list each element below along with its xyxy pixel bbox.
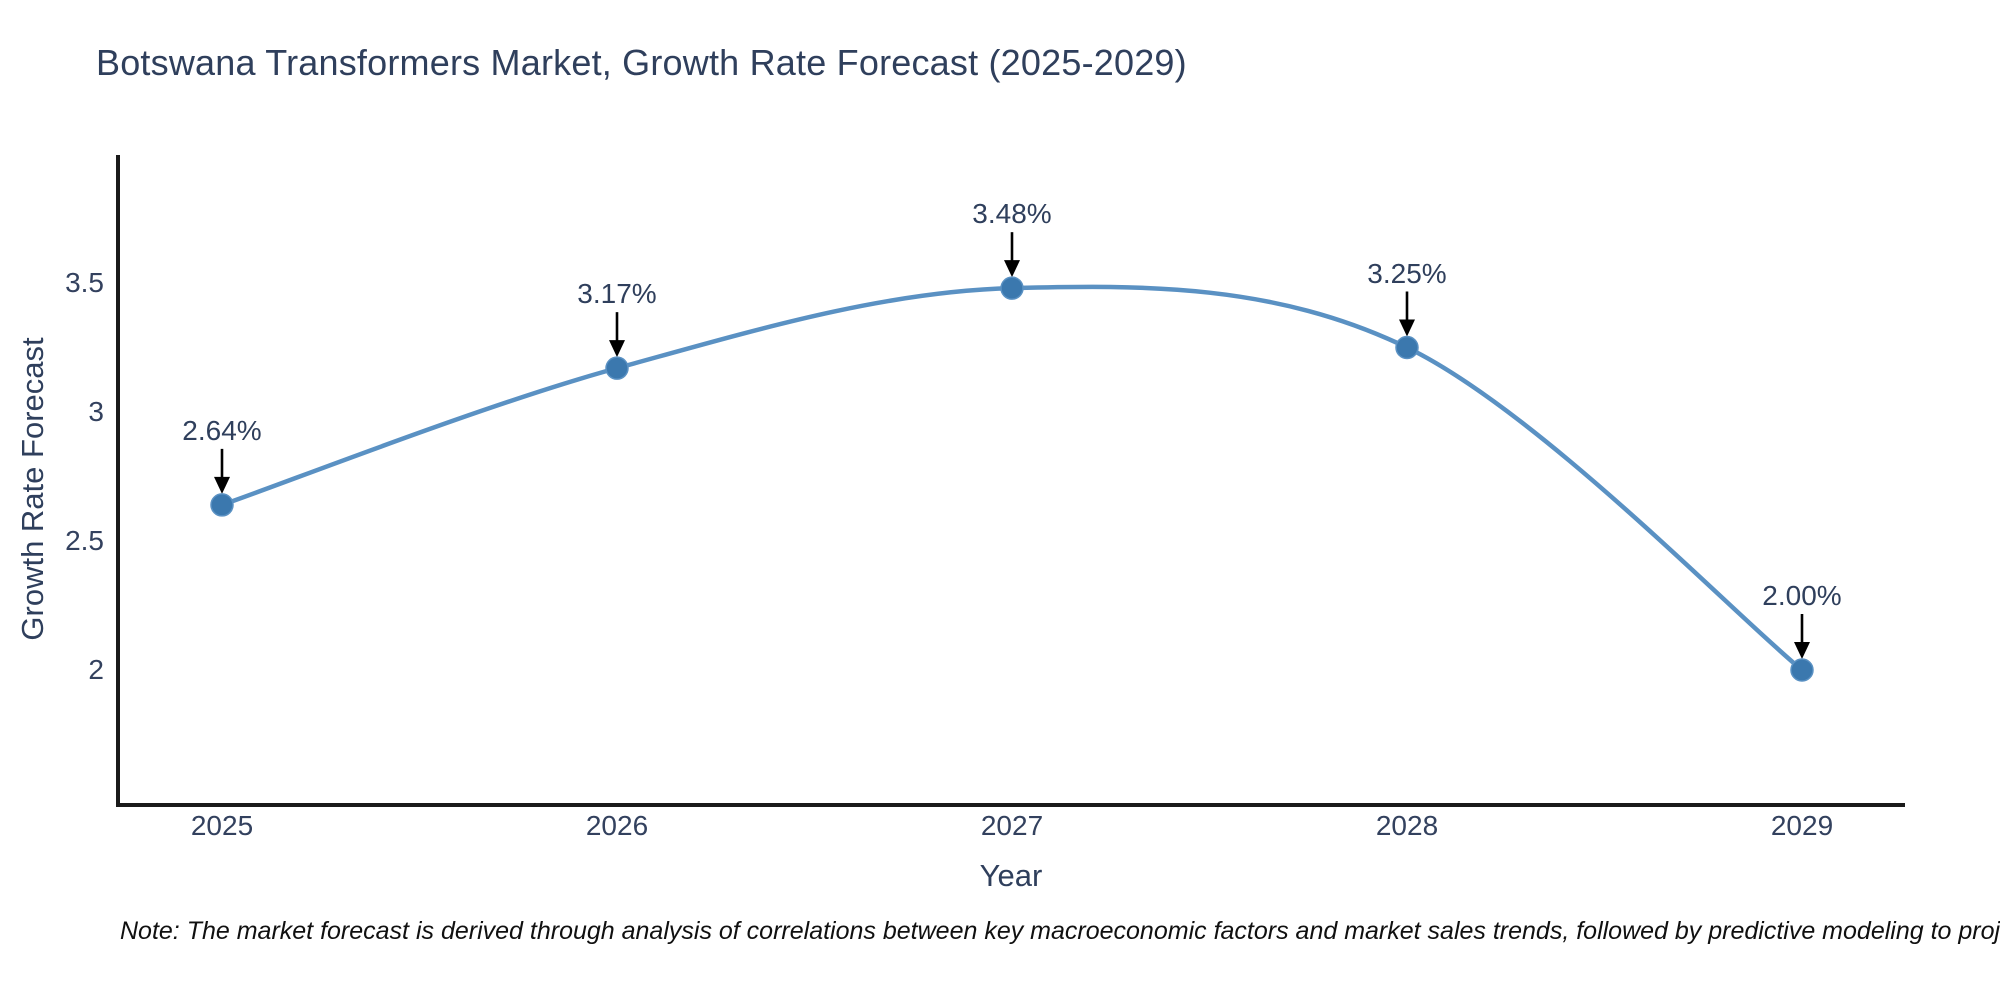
- y-tick-label: 3: [88, 396, 104, 427]
- point-value-label: 2.00%: [1762, 580, 1842, 611]
- y-tick-label: 2.5: [65, 525, 104, 556]
- footnote: Note: The market forecast is derived thr…: [120, 917, 2000, 945]
- point-value-label: 3.25%: [1367, 257, 1447, 289]
- y-tick-label: 2: [88, 654, 104, 685]
- x-tick-label: 2026: [585, 810, 649, 841]
- x-tick-label: 2025: [190, 810, 254, 841]
- annotation-arrowhead-icon: [1004, 260, 1020, 278]
- trend-line: [221, 284, 1804, 672]
- point-value-label: 3.17%: [577, 278, 657, 310]
- point-value-label: 3.48%: [972, 198, 1052, 230]
- data-point-marker: [1395, 335, 1419, 360]
- y-tick-label: 3.5: [65, 267, 104, 298]
- annotation-arrowhead-icon: [1794, 642, 1810, 659]
- x-tick-label: 2029: [1770, 810, 1834, 841]
- annotation-arrowhead-icon: [609, 340, 625, 358]
- x-tick-label: 2027: [980, 810, 1044, 841]
- chart-title: Botswana Transformers Market, Growth Rat…: [96, 42, 1187, 83]
- data-point-marker: [1790, 658, 1814, 682]
- point-value-label: 2.64%: [182, 414, 262, 446]
- annotation-arrowhead-icon: [214, 476, 230, 494]
- data-point-marker: [210, 493, 234, 517]
- x-axis-title: Year: [979, 858, 1043, 893]
- data-point-marker: [1000, 276, 1024, 300]
- data-point-marker: [605, 356, 629, 380]
- y-axis-line: [116, 155, 120, 807]
- x-axis-line: [116, 803, 1905, 807]
- annotation-arrowhead-icon: [1399, 319, 1415, 337]
- x-tick-label: 2028: [1375, 810, 1439, 841]
